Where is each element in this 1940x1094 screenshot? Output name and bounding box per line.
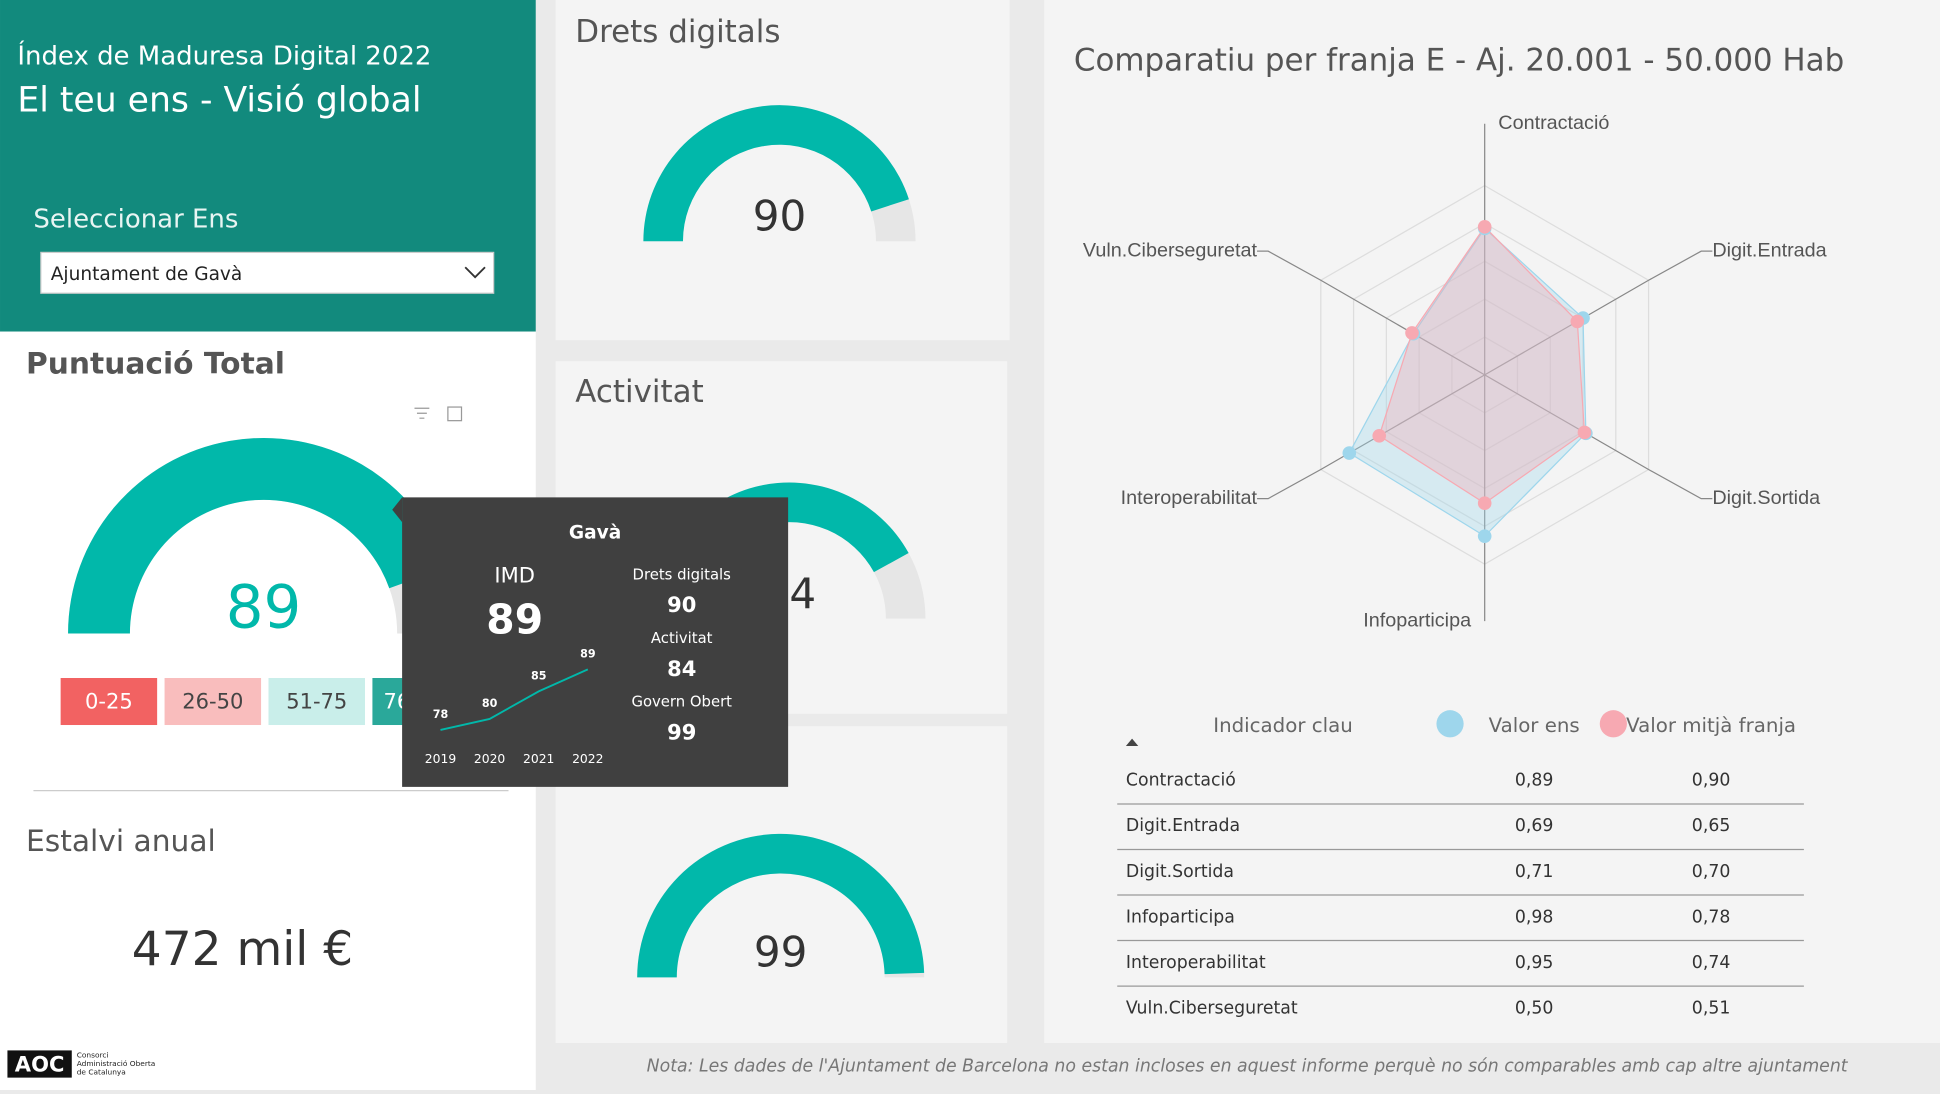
- tooltip-metric: IMD: [494, 563, 535, 588]
- title: El teu ens - Visió global: [17, 80, 421, 120]
- axis-label: Infoparticipa: [1363, 609, 1471, 631]
- band-label: 0-25: [85, 689, 133, 714]
- cell: 0,51: [1692, 998, 1731, 1018]
- legend-label: Valor ens: [1489, 714, 1580, 737]
- cell: Vuln.Ciberseguretat: [1126, 998, 1298, 1018]
- panel: [555, 0, 1010, 341]
- trend-label: 85: [531, 670, 546, 683]
- chart-title: Comparatiu per franja E - Aj. 20.001 - 5…: [1074, 42, 1844, 78]
- tooltip-item-value: 90: [667, 592, 696, 617]
- cell: 0,89: [1515, 771, 1554, 791]
- dropdown[interactable]: [40, 251, 495, 294]
- tooltip-title: Gavà: [569, 523, 621, 544]
- gauge-value: 90: [753, 191, 807, 240]
- axis-label: Digit.Entrada: [1712, 239, 1826, 261]
- axis-label: Contractació: [1498, 112, 1609, 134]
- tooltip-pointer: [392, 497, 403, 523]
- gauge-fill: [637, 833, 925, 978]
- trend-x-label: 2020: [474, 752, 506, 766]
- tooltip-item-value: 99: [667, 720, 696, 745]
- trend-line: [440, 668, 589, 731]
- logo-text: Consorci: [77, 1050, 109, 1059]
- cell: 0,65: [1692, 816, 1731, 836]
- cell: 0,69: [1515, 816, 1554, 836]
- legend-label: Valor mitjà franja: [1626, 714, 1796, 737]
- radar-point: [1570, 314, 1585, 329]
- radar-point: [1405, 326, 1419, 340]
- tooltip: [402, 497, 789, 787]
- radar-axis: [1257, 250, 1485, 376]
- tooltip-item: Govern Obert: [631, 694, 732, 711]
- axis-label: Digit.Sortida: [1712, 487, 1820, 509]
- cell: Digit.Sortida: [1126, 862, 1234, 882]
- cell: 0,90: [1692, 771, 1731, 791]
- radar-point: [1342, 446, 1357, 460]
- footnote: Nota: Les dades de l'Ajuntament de Barce…: [647, 1056, 1849, 1076]
- radar-axis: [1257, 374, 1485, 500]
- tooltip-item-value: 84: [667, 656, 696, 681]
- cell: 0,71: [1515, 862, 1554, 882]
- trend-label: 89: [580, 647, 596, 660]
- radar-axis: [1484, 374, 1713, 500]
- panel-title: Activitat: [575, 374, 703, 410]
- gauge-value: 89: [226, 573, 302, 642]
- logo-text: de Catalunya: [77, 1068, 126, 1077]
- cell: Digit.Entrada: [1126, 816, 1240, 836]
- gauge-value: 99: [754, 928, 808, 977]
- radar-point: [1577, 425, 1592, 440]
- cell: 0,78: [1692, 907, 1731, 927]
- legend-swatch: [1599, 710, 1627, 738]
- cell: 0,74: [1692, 953, 1731, 973]
- cell: 0,98: [1515, 907, 1554, 927]
- cell: 0,50: [1515, 998, 1554, 1018]
- radar-point: [1477, 219, 1492, 234]
- panel-title: Puntuació Total: [26, 346, 285, 381]
- legend-swatch: [1436, 710, 1464, 738]
- trend-x-label: 2022: [572, 752, 603, 766]
- band-label: 26-50: [182, 689, 243, 714]
- focus-icon[interactable]: [447, 406, 463, 422]
- axis-label: Interoperabilitat: [1121, 487, 1258, 509]
- sort-arrow[interactable]: [1125, 738, 1139, 747]
- band: [268, 678, 365, 726]
- kpi-value: 472 mil €: [132, 922, 353, 977]
- trend-x-label: 2019: [425, 752, 456, 766]
- band: [164, 678, 262, 726]
- gauge-fill: [68, 437, 448, 634]
- logo-mark: AOC: [15, 1051, 65, 1076]
- radar-point: [1372, 428, 1387, 443]
- trend-label: 78: [433, 708, 449, 721]
- gauge-fill: [643, 105, 909, 242]
- panel-title: Estalvi anual: [26, 824, 216, 859]
- band: [60, 678, 158, 726]
- selector-label: Seleccionar Ens: [33, 205, 238, 235]
- panel-title: Drets digitals: [575, 14, 780, 50]
- cell: 0,70: [1692, 862, 1731, 882]
- logo-text: Administració Oberta: [77, 1059, 156, 1068]
- table-header: Indicador clau: [1213, 714, 1353, 737]
- logo-box: [7, 1050, 72, 1078]
- cell: Infoparticipa: [1126, 907, 1235, 927]
- subtitle: Índex de Maduresa Digital 2022: [17, 39, 431, 71]
- radar-axis: [1484, 250, 1713, 376]
- trend-label: 80: [482, 697, 498, 710]
- tooltip-value: 89: [486, 595, 543, 643]
- cell: Contractació: [1126, 771, 1236, 791]
- dropdown-arrow: [464, 266, 486, 279]
- dropdown-value: Ajuntament de Gavà: [51, 264, 243, 285]
- filter-icon[interactable]: [414, 407, 430, 419]
- trend-x-label: 2021: [523, 752, 554, 766]
- radar-point: [1477, 496, 1492, 511]
- band-label: 51-75: [286, 689, 347, 714]
- cell: 0,95: [1515, 953, 1554, 973]
- tooltip-item: Activitat: [651, 630, 713, 647]
- axis-label: Vuln.Ciberseguretat: [1083, 239, 1258, 261]
- cell: Interoperabilitat: [1126, 953, 1266, 973]
- radar-point: [1477, 529, 1492, 543]
- tooltip-item: Drets digitals: [633, 566, 731, 583]
